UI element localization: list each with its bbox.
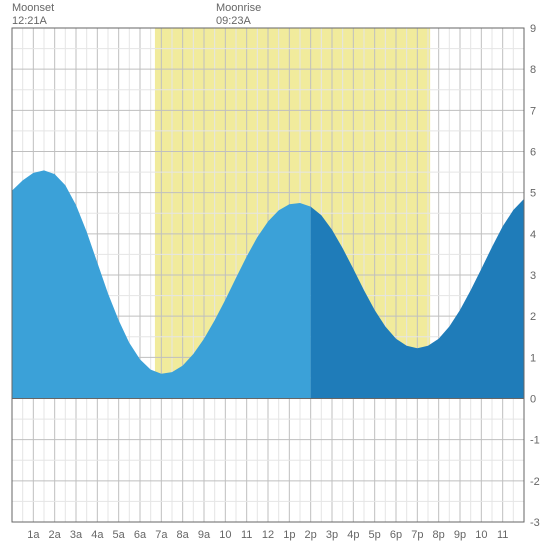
x-tick-label: 7a xyxy=(155,529,168,541)
y-tick-label: -2 xyxy=(530,476,540,488)
x-tick-label: 3a xyxy=(70,529,83,541)
x-tick-label: 9p xyxy=(454,529,466,541)
y-tick-label: 0 xyxy=(530,394,536,406)
x-tick-label: 4a xyxy=(91,529,104,541)
x-tick-label: 1a xyxy=(27,529,40,541)
x-tick-label: 4p xyxy=(347,529,359,541)
x-tick-label: 5p xyxy=(369,529,381,541)
y-tick-label: 4 xyxy=(530,229,536,241)
x-tick-label: 1p xyxy=(283,529,295,541)
y-tick-label: 1 xyxy=(530,352,536,364)
x-tick-label: 7p xyxy=(411,529,423,541)
y-tick-label: 9 xyxy=(530,23,536,35)
x-tick-label: 10 xyxy=(219,529,231,541)
x-tick-label: 12 xyxy=(262,529,274,541)
tide-chart: Moonset 12:21A Moonrise 09:23A -3-2-1012… xyxy=(0,0,550,550)
y-tick-label: 3 xyxy=(530,270,536,282)
y-tick-label: 7 xyxy=(530,105,536,117)
chart-plot: -3-2-101234567891a2a3a4a5a6a7a8a9a101112… xyxy=(0,0,550,550)
x-tick-label: 2p xyxy=(305,529,317,541)
x-tick-label: 8a xyxy=(177,529,190,541)
y-tick-label: 8 xyxy=(530,64,536,76)
x-tick-label: 3p xyxy=(326,529,338,541)
x-tick-label: 5a xyxy=(113,529,126,541)
y-tick-label: 2 xyxy=(530,311,536,323)
x-tick-label: 11 xyxy=(497,529,508,541)
x-tick-label: 11 xyxy=(241,529,252,541)
x-tick-label: 8p xyxy=(433,529,445,541)
x-tick-label: 6a xyxy=(134,529,147,541)
x-tick-label: 2a xyxy=(49,529,62,541)
x-tick-label: 6p xyxy=(390,529,402,541)
y-tick-label: -1 xyxy=(530,435,540,447)
y-tick-label: 6 xyxy=(530,147,536,159)
y-tick-label: 5 xyxy=(530,188,536,200)
x-tick-label: 9a xyxy=(198,529,211,541)
x-tick-label: 10 xyxy=(475,529,487,541)
y-tick-label: -3 xyxy=(530,517,540,529)
